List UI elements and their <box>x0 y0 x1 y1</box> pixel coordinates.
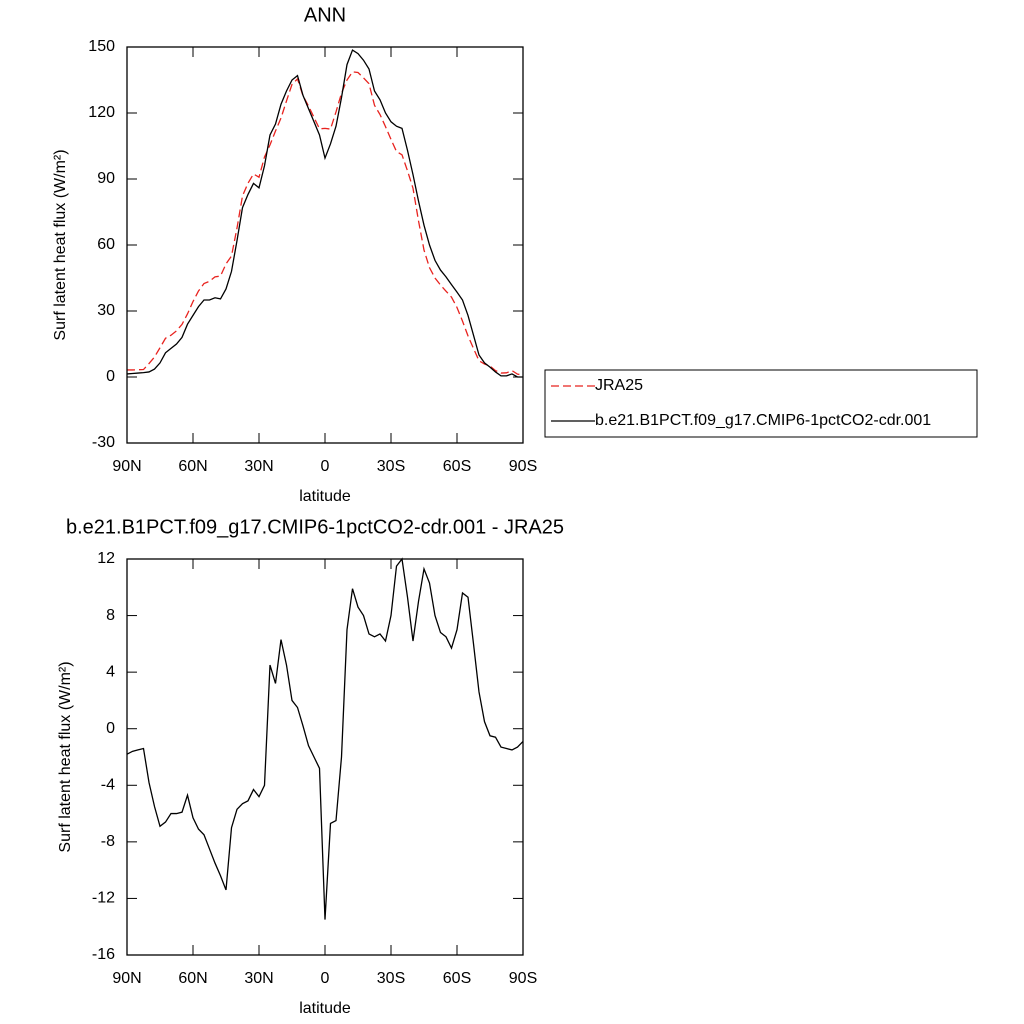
y-axis-label: Surf latent heat flux (W/m²) <box>57 661 74 852</box>
y-tick-label: 120 <box>88 104 115 121</box>
plot-frame <box>126 558 524 956</box>
x-tick-label: 30S <box>377 970 405 987</box>
x-tick-label: 90S <box>509 970 537 987</box>
x-tick-label: 0 <box>321 970 330 987</box>
x-tick-label: 90S <box>509 458 537 475</box>
y-tick-label: -16 <box>92 946 115 963</box>
data-line <box>127 71 524 376</box>
x-tick-label: 30S <box>377 458 405 475</box>
x-tick-label: 90N <box>112 458 141 475</box>
legend-label: b.e21.B1PCT.f09_g17.CMIP6-1pctCO2-cdr.00… <box>595 412 931 429</box>
legend-box <box>544 369 978 438</box>
y-tick-label: 0 <box>106 720 115 737</box>
chart-title: ANN <box>304 4 346 26</box>
y-tick-label: 90 <box>97 170 115 187</box>
y-axis-label: Surf latent heat flux (W/m²) <box>52 149 69 340</box>
legend-label: JRA25 <box>595 377 643 394</box>
x-tick-label: 60N <box>178 970 207 987</box>
x-tick-label: 60S <box>443 458 471 475</box>
x-tick-label: 30N <box>244 970 273 987</box>
plot-frame <box>126 46 524 444</box>
x-tick-label: 90N <box>112 970 141 987</box>
y-tick-label: 12 <box>97 550 115 567</box>
data-line <box>126 49 523 378</box>
y-tick-label: 4 <box>106 663 115 680</box>
chart-title: b.e21.B1PCT.f09_g17.CMIP6-1pctCO2-cdr.00… <box>66 516 564 538</box>
data-line <box>126 557 524 920</box>
y-tick-label: 60 <box>97 236 115 253</box>
x-axis-label: latitude <box>299 1000 351 1017</box>
x-tick-label: 0 <box>321 458 330 475</box>
y-tick-label: -4 <box>101 777 115 794</box>
y-tick-label: -8 <box>101 833 115 850</box>
x-tick-label: 60N <box>178 458 207 475</box>
x-tick-label: 60S <box>443 970 471 987</box>
y-tick-label: -12 <box>92 890 115 907</box>
y-tick-label: 0 <box>106 368 115 385</box>
y-tick-label: 8 <box>106 607 115 624</box>
x-tick-label: 30N <box>244 458 273 475</box>
y-tick-label: 30 <box>97 302 115 319</box>
y-tick-label: -30 <box>92 434 115 451</box>
x-axis-label: latitude <box>299 488 351 505</box>
y-tick-label: 150 <box>88 38 115 55</box>
